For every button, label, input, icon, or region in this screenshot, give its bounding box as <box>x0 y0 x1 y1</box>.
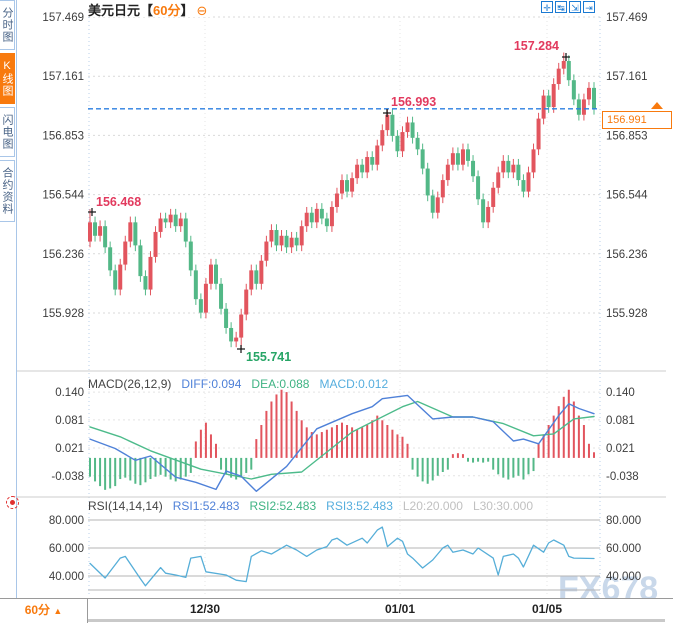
svg-text:-0.038: -0.038 <box>51 471 84 483</box>
macd-value: MACD:0.012 <box>319 377 389 391</box>
rsi-l20-value: L20:20.000 <box>402 499 463 513</box>
svg-text:0.081: 0.081 <box>55 415 84 427</box>
zoom-diagonal-icon[interactable]: ⇲ <box>569 1 581 13</box>
svg-text:60.000: 60.000 <box>606 543 641 555</box>
svg-text:157.469: 157.469 <box>42 12 84 24</box>
current-price-line <box>88 102 663 110</box>
svg-text:155.928: 155.928 <box>606 308 648 320</box>
sidebar-item-lightning[interactable]: 闪电图 <box>0 107 15 157</box>
svg-text:0.021: 0.021 <box>606 443 635 455</box>
crosshair-icon[interactable]: ✛ <box>541 1 553 13</box>
grid-layer <box>17 16 666 603</box>
macd-diff-value: DIFF:0.094 <box>181 377 242 391</box>
macd-name: MACD(26,12,9) <box>88 377 172 391</box>
rsi1-value: RSI1:52.483 <box>172 499 240 513</box>
svg-text:157.161: 157.161 <box>42 71 84 83</box>
pan-right-icon[interactable]: ⇥ <box>583 1 595 13</box>
symbol-name: 美元日元 <box>88 3 141 18</box>
svg-text:155.741: 155.741 <box>246 350 291 364</box>
svg-text:40.000: 40.000 <box>606 571 641 583</box>
svg-text:0.140: 0.140 <box>606 387 635 399</box>
rsi2-value: RSI2:52.483 <box>249 499 317 513</box>
svg-text:157.469: 157.469 <box>606 12 648 24</box>
rsi-name: RSI(14,14,14) <box>88 499 163 513</box>
svg-text:60.000: 60.000 <box>49 543 84 555</box>
macd-dea-value: DEA:0.088 <box>251 377 310 391</box>
sidebar-item-kline[interactable]: K线图 <box>0 53 15 104</box>
svg-text:0.140: 0.140 <box>55 387 84 399</box>
horizontal-scrollbar[interactable] <box>88 619 665 622</box>
zoom-horizontal-icon[interactable]: ↹ <box>555 1 567 13</box>
chart-type-sidebar: 分时图 K线图 闪电图 合约资料 <box>0 0 17 600</box>
collapse-icon[interactable]: ⊖ <box>196 3 208 18</box>
svg-text:156.468: 156.468 <box>96 195 141 209</box>
rsi-layer <box>89 526 595 587</box>
date-tick-label: 01/01 <box>384 602 416 616</box>
svg-text:157.161: 157.161 <box>606 71 648 83</box>
annotations-layer: 156.468 155.741 156.993 157.284 <box>88 39 570 364</box>
svg-text:40.000: 40.000 <box>49 571 84 583</box>
date-tick-label: 12/30 <box>189 602 221 616</box>
macd-layer <box>89 389 595 492</box>
chart-title: 美元日元【60分】 ⊖ <box>88 0 212 18</box>
date-tick-label: 01/05 <box>531 602 563 616</box>
svg-text:157.284: 157.284 <box>514 39 559 53</box>
svg-text:80.000: 80.000 <box>606 515 641 527</box>
sidebar-item-contract-info[interactable]: 合约资料 <box>0 160 15 222</box>
svg-text:156.993: 156.993 <box>391 95 436 109</box>
svg-text:0.021: 0.021 <box>55 443 84 455</box>
rsi-header: RSI(14,14,14) RSI1:52.483 RSI2:52.483 RSI3:… <box>88 499 543 513</box>
current-price-box: 156.991 <box>602 111 672 129</box>
svg-text:80.000: 80.000 <box>49 515 84 527</box>
svg-text:156.236: 156.236 <box>606 249 648 261</box>
time-axis-bar: 60分 ▲ 12/30 01/01 01/05 <box>0 598 673 623</box>
svg-text:0.081: 0.081 <box>606 415 635 427</box>
period-label: 60分 <box>153 3 181 18</box>
svg-text:-0.038: -0.038 <box>606 471 639 483</box>
macd-header: MACD(26,12,9) DIFF:0.094 DEA:0.088 MACD:0.0… <box>88 377 398 391</box>
axis-labels: 157.469 157.469 157.161 157.161 156.853 156.8… <box>42 12 648 583</box>
svg-text:156.544: 156.544 <box>606 190 648 202</box>
period-selector[interactable]: 60分 ▲ <box>0 599 88 623</box>
sidebar-item-timeshare[interactable]: 分时图 <box>0 0 15 50</box>
chart-toolbar: ✛ ↹ ⇲ ⇥ <box>541 1 595 13</box>
svg-text:155.928: 155.928 <box>42 308 84 320</box>
rsi3-value: RSI3:52.483 <box>326 499 393 513</box>
svg-text:156.544: 156.544 <box>42 190 84 202</box>
svg-text:156.853: 156.853 <box>42 130 84 142</box>
rsi-l30-value: L30:30.000 <box>472 499 533 513</box>
svg-text:156.236: 156.236 <box>42 249 84 261</box>
chevron-up-icon: ▲ <box>53 606 63 616</box>
svg-text:156.853: 156.853 <box>606 130 648 142</box>
candles-layer <box>88 52 596 349</box>
indicator-settings-icon[interactable] <box>6 496 19 509</box>
